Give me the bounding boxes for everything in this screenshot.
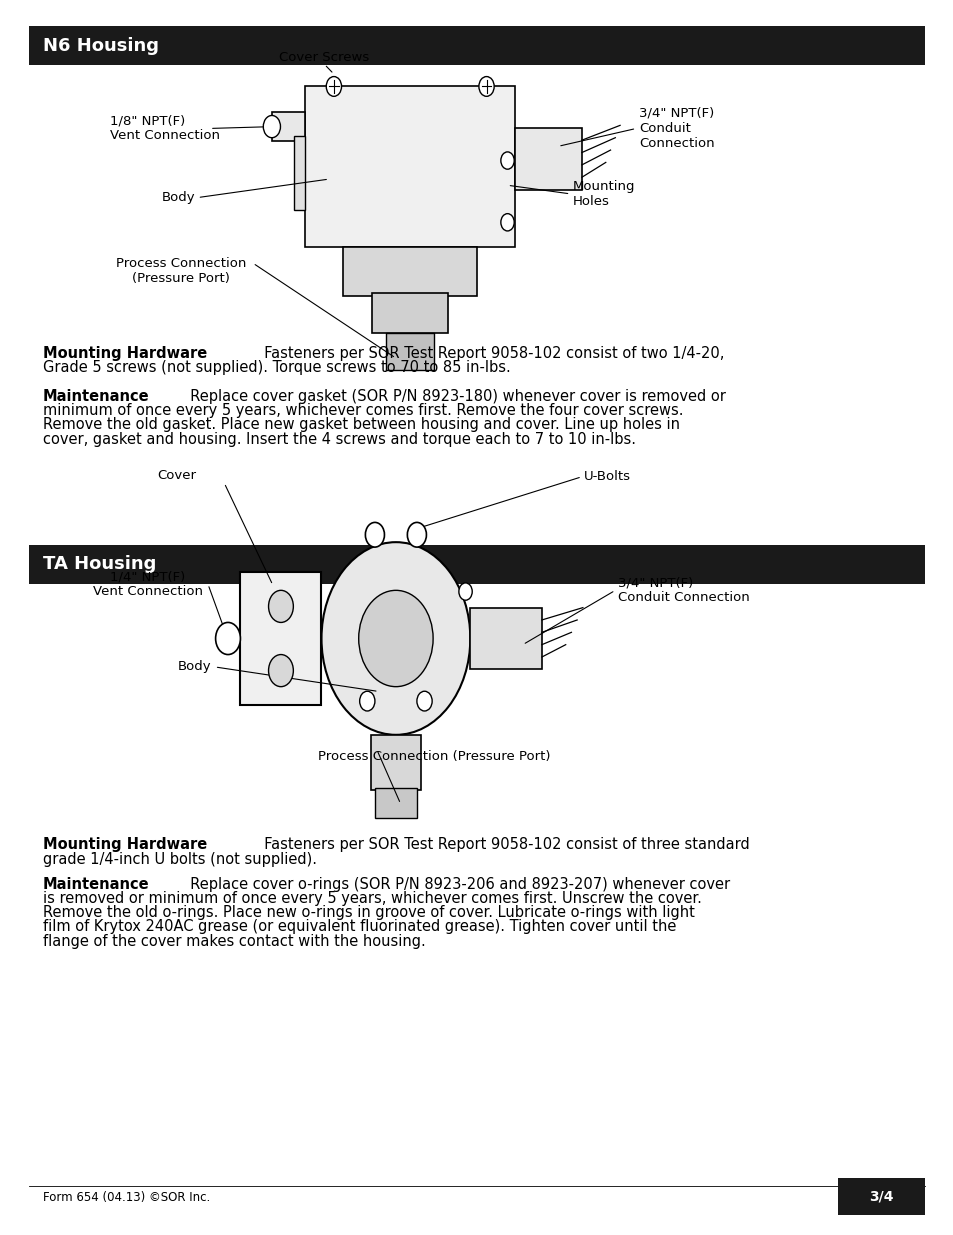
Circle shape: [268, 590, 293, 622]
Text: 1/4" NPT(F)
Vent Connection: 1/4" NPT(F) Vent Connection: [92, 571, 203, 598]
Text: Remove the old o-rings. Place new o-rings in groove of cover. Lubricate o-rings : Remove the old o-rings. Place new o-ring…: [43, 905, 694, 920]
Text: Process Connection
(Pressure Port): Process Connection (Pressure Port): [116, 257, 246, 285]
Circle shape: [321, 542, 470, 735]
FancyBboxPatch shape: [837, 1178, 924, 1215]
Circle shape: [458, 583, 472, 600]
Text: Cover: Cover: [157, 468, 195, 482]
Polygon shape: [386, 333, 434, 370]
FancyBboxPatch shape: [371, 735, 420, 790]
Circle shape: [268, 655, 293, 687]
Text: Mounting
Holes: Mounting Holes: [572, 180, 635, 207]
Circle shape: [500, 214, 514, 231]
Circle shape: [263, 115, 280, 137]
FancyBboxPatch shape: [294, 136, 305, 210]
FancyBboxPatch shape: [240, 572, 321, 705]
Circle shape: [500, 152, 514, 169]
Text: grade 1/4-inch U bolts (not supplied).: grade 1/4-inch U bolts (not supplied).: [43, 851, 316, 867]
Circle shape: [478, 77, 494, 96]
Circle shape: [416, 692, 432, 711]
Text: Maintenance: Maintenance: [43, 877, 150, 892]
Text: U-Bolts: U-Bolts: [583, 471, 630, 483]
FancyBboxPatch shape: [305, 86, 515, 247]
Text: Form 654 (04.13) ©SOR Inc.: Form 654 (04.13) ©SOR Inc.: [43, 1192, 210, 1204]
Text: 1/8" NPT(F)
Vent Connection: 1/8" NPT(F) Vent Connection: [110, 115, 219, 142]
Text: Replace cover gasket (SOR P/N 8923-180) whenever cover is removed or: Replace cover gasket (SOR P/N 8923-180) …: [180, 389, 724, 404]
Circle shape: [358, 590, 433, 687]
Text: 3/4" NPT(F)
Conduit Connection: 3/4" NPT(F) Conduit Connection: [618, 577, 749, 604]
Circle shape: [407, 522, 426, 547]
FancyBboxPatch shape: [375, 788, 416, 818]
Text: Mounting Hardware: Mounting Hardware: [43, 837, 207, 852]
Text: 3/4: 3/4: [868, 1189, 893, 1204]
FancyBboxPatch shape: [343, 247, 476, 296]
Text: Grade 5 screws (not supplied). Torque screws to 70 to 85 in-lbs.: Grade 5 screws (not supplied). Torque sc…: [43, 359, 510, 375]
Circle shape: [215, 622, 240, 655]
Circle shape: [326, 77, 341, 96]
Text: Fasteners per SOR Test Report 9058-102 consist of three standard: Fasteners per SOR Test Report 9058-102 c…: [254, 837, 749, 852]
Text: flange of the cover makes contact with the housing.: flange of the cover makes contact with t…: [43, 934, 425, 948]
Text: 3/4" NPT(F)
Conduit
Connection: 3/4" NPT(F) Conduit Connection: [639, 107, 714, 149]
Text: Maintenance: Maintenance: [43, 389, 150, 404]
FancyBboxPatch shape: [372, 293, 448, 333]
Text: is removed or minimum of once every 5 years, whichever comes first. Unscrew the : is removed or minimum of once every 5 ye…: [43, 890, 701, 906]
FancyBboxPatch shape: [272, 112, 305, 142]
Text: Process Connection (Pressure Port): Process Connection (Pressure Port): [317, 750, 550, 763]
Text: Replace cover o-rings (SOR P/N 8923-206 and 8923-207) whenever cover: Replace cover o-rings (SOR P/N 8923-206 …: [180, 877, 729, 892]
FancyBboxPatch shape: [470, 608, 541, 669]
Text: Body: Body: [178, 661, 212, 673]
Circle shape: [365, 522, 384, 547]
Text: minimum of once every 5 years, whichever comes first. Remove the four cover scre: minimum of once every 5 years, whichever…: [43, 403, 682, 419]
FancyBboxPatch shape: [29, 26, 924, 65]
FancyBboxPatch shape: [515, 128, 581, 190]
Text: N6 Housing: N6 Housing: [43, 37, 159, 54]
Text: Mounting Hardware: Mounting Hardware: [43, 346, 207, 361]
Circle shape: [359, 692, 375, 711]
FancyBboxPatch shape: [29, 545, 924, 584]
Text: cover, gasket and housing. Insert the 4 screws and torque each to 7 to 10 in-lbs: cover, gasket and housing. Insert the 4 …: [43, 431, 636, 447]
Text: Body: Body: [162, 191, 195, 204]
Text: Remove the old gasket. Place new gasket between housing and cover. Line up holes: Remove the old gasket. Place new gasket …: [43, 417, 679, 432]
Text: Fasteners per SOR Test Report 9058-102 consist of two 1/4-20,: Fasteners per SOR Test Report 9058-102 c…: [254, 346, 723, 361]
Text: film of Krytox 240AC grease (or equivalent fluorinated grease). Tighten cover un: film of Krytox 240AC grease (or equivale…: [43, 919, 676, 935]
Text: Cover Screws: Cover Screws: [279, 51, 369, 64]
Text: TA Housing: TA Housing: [43, 556, 156, 573]
